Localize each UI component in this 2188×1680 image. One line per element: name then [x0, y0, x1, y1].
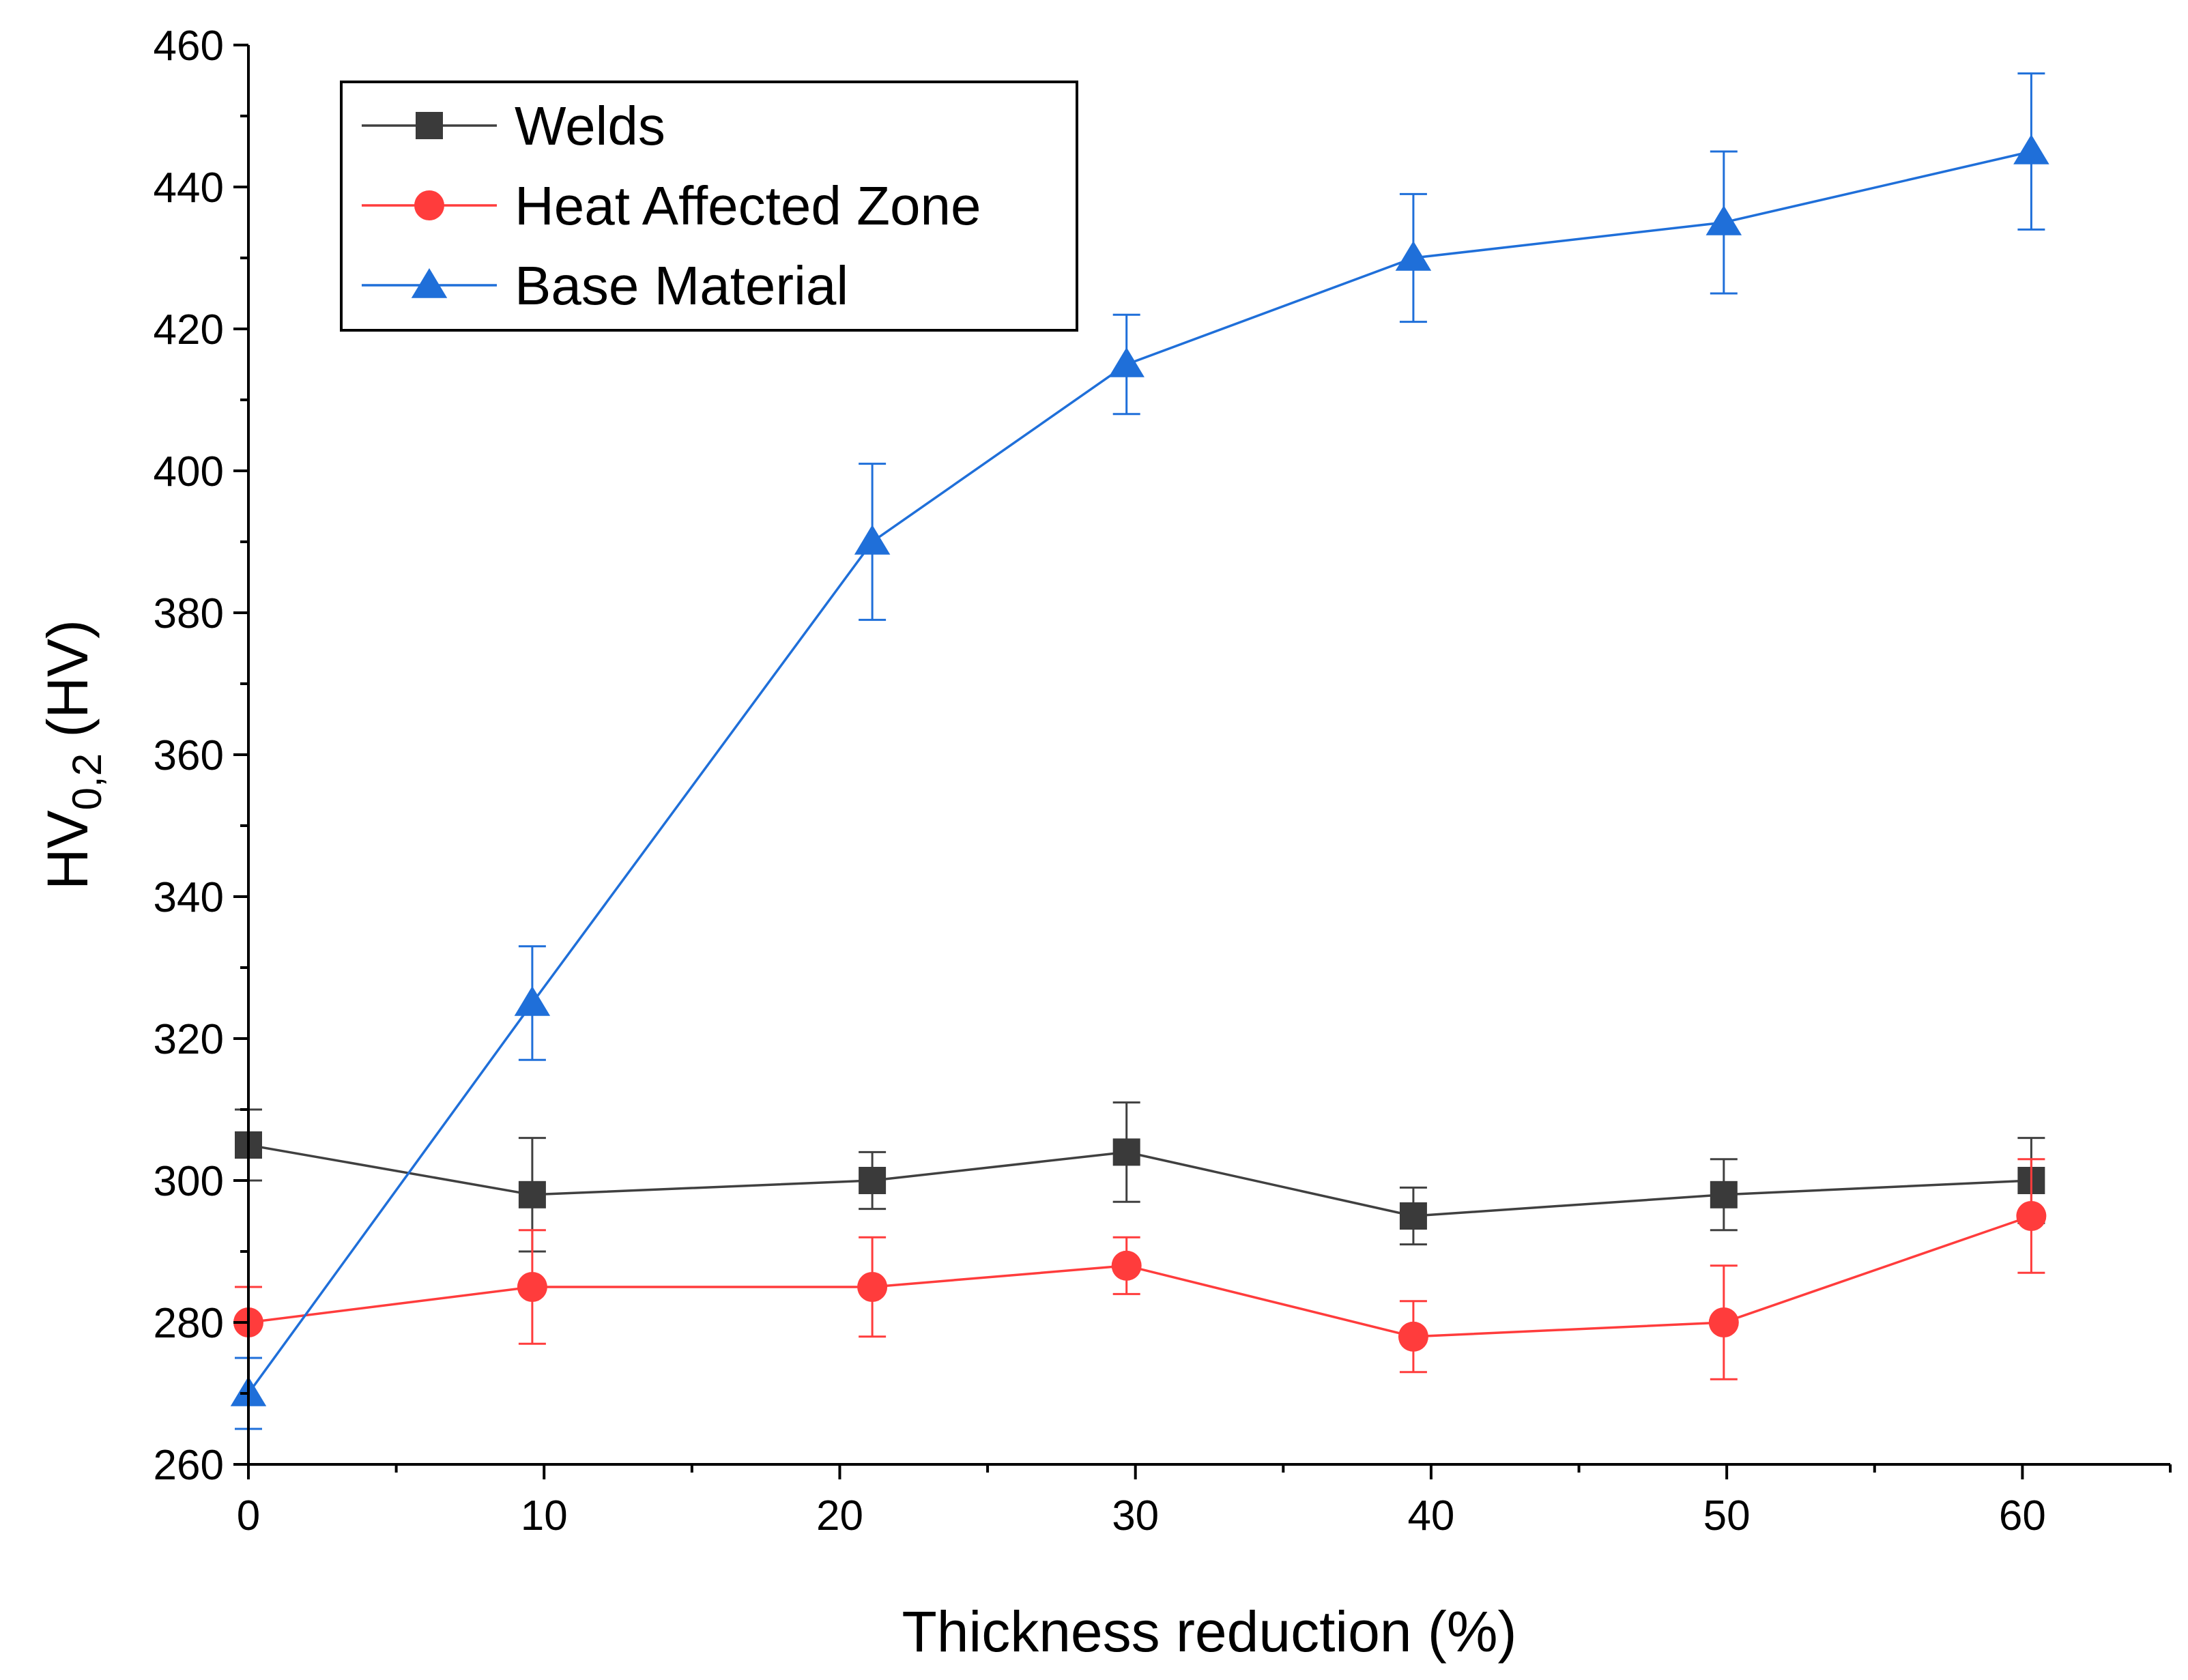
- x-axis-title: Thickness reduction (%): [902, 1599, 1517, 1664]
- series-welds: [235, 1101, 2045, 1253]
- legend-label-heat-affected-zone: Heat Affected Zone: [515, 175, 981, 236]
- data-point-welds: [1710, 1181, 1738, 1208]
- y-tick-label: 460: [154, 23, 224, 70]
- data-point-welds: [1399, 1202, 1427, 1230]
- legend-marker-welds: [416, 112, 443, 139]
- x-tick-label: 50: [1703, 1492, 1751, 1539]
- series-base-material: [230, 72, 2049, 1430]
- legend-marker-base-material: [411, 268, 448, 298]
- y-tick-label: 420: [154, 306, 224, 353]
- x-tick-label: 30: [1112, 1492, 1159, 1539]
- y-tick-label: 280: [154, 1300, 224, 1347]
- data-point-heat-affected-zone: [517, 1272, 547, 1302]
- y-tick-label: 340: [154, 874, 224, 921]
- y-axis-title: HV0,2 (HV): [35, 620, 110, 890]
- y-tick-label: 400: [154, 448, 224, 495]
- legend: Welds Heat Affected Zone Base Material: [340, 81, 1078, 332]
- data-point-base-material: [854, 525, 891, 555]
- y-axis-title-main: HV: [35, 810, 100, 890]
- data-point-welds: [859, 1167, 887, 1194]
- x-tick-label: 0: [237, 1492, 260, 1539]
- legend-marker-heat-affected-zone: [414, 190, 444, 220]
- data-point-heat-affected-zone: [857, 1272, 888, 1302]
- data-point-heat-affected-zone: [2016, 1201, 2047, 1231]
- x-tick-label: 10: [521, 1492, 568, 1539]
- x-tick-label: 60: [1999, 1492, 2046, 1539]
- data-point-heat-affected-zone: [1111, 1250, 1142, 1281]
- y-axis-title-subscript: 0,2: [64, 753, 110, 810]
- legend-label-base-material: Base Material: [515, 255, 848, 316]
- data-point-heat-affected-zone: [1708, 1307, 1739, 1337]
- series-heat-affected-zone: [233, 1158, 2047, 1380]
- axes: 0 10 20 30 40 50 60 260 280 300 320 340 360 380 400 420…: [154, 23, 2172, 1539]
- x-tick-label: 40: [1407, 1492, 1454, 1539]
- plot-area: [230, 72, 2049, 1430]
- data-point-base-material: [514, 986, 551, 1016]
- y-tick-label: 320: [154, 1016, 224, 1063]
- data-point-base-material: [1705, 205, 1742, 235]
- data-point-base-material: [1395, 241, 1432, 271]
- legend-label-welds: Welds: [515, 96, 665, 156]
- data-point-welds: [1112, 1138, 1140, 1166]
- y-tick-label: 360: [154, 732, 224, 779]
- data-point-base-material: [2013, 134, 2049, 164]
- y-tick-label: 380: [154, 590, 224, 637]
- x-tick-label: 20: [816, 1492, 863, 1539]
- data-point-base-material: [1108, 347, 1145, 377]
- data-point-welds: [518, 1181, 546, 1208]
- y-tick-label: 440: [154, 164, 224, 212]
- y-tick-label: 260: [154, 1442, 224, 1489]
- y-axis-title-unit: (HV): [35, 620, 100, 753]
- y-tick-label: 300: [154, 1158, 224, 1205]
- data-point-heat-affected-zone: [1398, 1321, 1428, 1352]
